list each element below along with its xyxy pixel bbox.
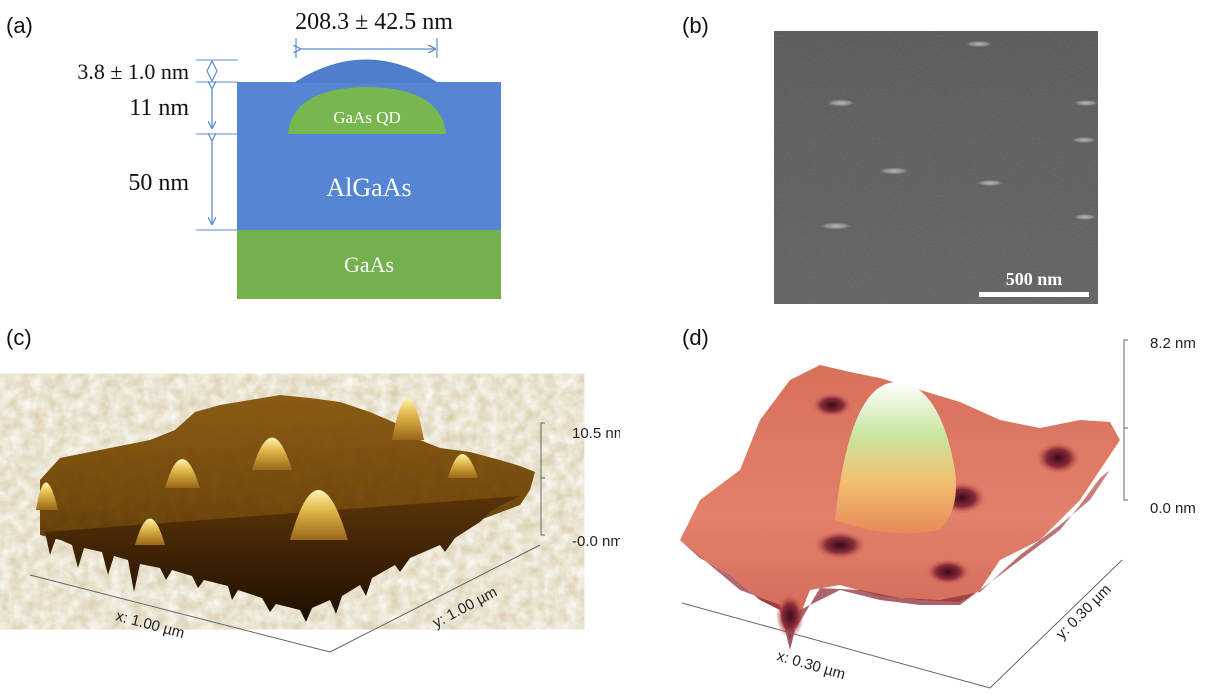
sem-dot bbox=[1072, 213, 1098, 221]
width-label: 208.3 ± 42.5 nm bbox=[295, 9, 453, 35]
panel-d-afm-3d: 8.2 nm 0.0 nm x: 0.30 µm y: 0.30 µm bbox=[680, 335, 1196, 689]
barrier-thickness-label: 50 nm bbox=[128, 170, 189, 196]
afm-peak-c bbox=[392, 397, 424, 440]
z-min-label-d: 0.0 nm bbox=[1150, 500, 1196, 517]
sem-dot bbox=[964, 40, 994, 48]
x-axis-label-d: x: 0.30 µm bbox=[775, 648, 847, 684]
gaas-substrate-label: GaAs bbox=[344, 252, 394, 277]
y-axis-label-c: y: 1.00 µm bbox=[430, 583, 500, 631]
afm-peak-c bbox=[290, 490, 348, 540]
z-scale-bracket-c bbox=[540, 422, 545, 536]
afm-peak-d bbox=[835, 381, 956, 534]
x-axis-line-d bbox=[681, 602, 991, 689]
scale-bar-label: 500 nm bbox=[1006, 269, 1063, 289]
panel-d-label: (d) bbox=[682, 325, 709, 350]
z-min-label-c: -0.0 nm bbox=[572, 533, 620, 550]
sem-dot bbox=[877, 167, 911, 175]
sem-noise bbox=[774, 31, 1098, 304]
panel-b-label: (b) bbox=[682, 13, 709, 38]
sem-image: 500 nm bbox=[774, 31, 1098, 304]
bump-height-arrow bbox=[206, 59, 218, 83]
afm-peak-c bbox=[252, 437, 292, 470]
sem-dot bbox=[818, 222, 854, 230]
y-axis-line-c bbox=[329, 544, 541, 653]
gaas-substrate bbox=[237, 230, 501, 299]
panel-c-label: (c) bbox=[6, 325, 32, 350]
panel-a-label: (a) bbox=[6, 13, 33, 38]
qd-label: GaAs QD bbox=[333, 108, 401, 127]
afm-peak-c bbox=[165, 459, 200, 488]
surface-bump bbox=[294, 59, 438, 83]
afm-peak-c bbox=[36, 482, 58, 510]
afm-pit-d bbox=[1036, 442, 1080, 474]
sem-dot bbox=[825, 99, 857, 107]
z-max-label-d: 8.2 nm bbox=[1150, 335, 1196, 352]
afm-peak-c bbox=[135, 518, 165, 545]
z-scale-bracket-d bbox=[1123, 339, 1128, 501]
panel-a-schematic: GaAs QD AlGaAs GaAs 208.3 ± 42.5 nm 3.8 … bbox=[77, 9, 501, 299]
bump-height-label: 3.8 ± 1.0 nm bbox=[77, 59, 189, 84]
scale-bar bbox=[979, 292, 1089, 297]
panel-c-afm-3d: 10.5 nm -0.0 nm x: 1.00 µm y: 1.00 µm bbox=[29, 395, 620, 653]
afm-pit-d bbox=[814, 531, 866, 559]
afm-peak-c bbox=[448, 454, 478, 478]
afm-pit-d bbox=[776, 594, 804, 638]
afm-spikes-c bbox=[45, 496, 520, 622]
afm-pit-d bbox=[926, 559, 970, 585]
sem-dot bbox=[1070, 136, 1098, 144]
y-axis-line-d bbox=[989, 559, 1123, 689]
z-max-label-c: 10.5 nm bbox=[572, 425, 620, 442]
sem-dot bbox=[975, 179, 1005, 187]
x-axis-line-c bbox=[29, 574, 331, 653]
afm-pit-d bbox=[812, 393, 852, 417]
algaas-label: AlGaAs bbox=[326, 173, 411, 202]
sem-dot bbox=[1072, 99, 1098, 107]
cap-thickness-label: 11 nm bbox=[129, 95, 189, 121]
y-axis-label-d: y: 0.30 µm bbox=[1053, 581, 1115, 643]
gaas-quantum-dot bbox=[288, 87, 446, 134]
